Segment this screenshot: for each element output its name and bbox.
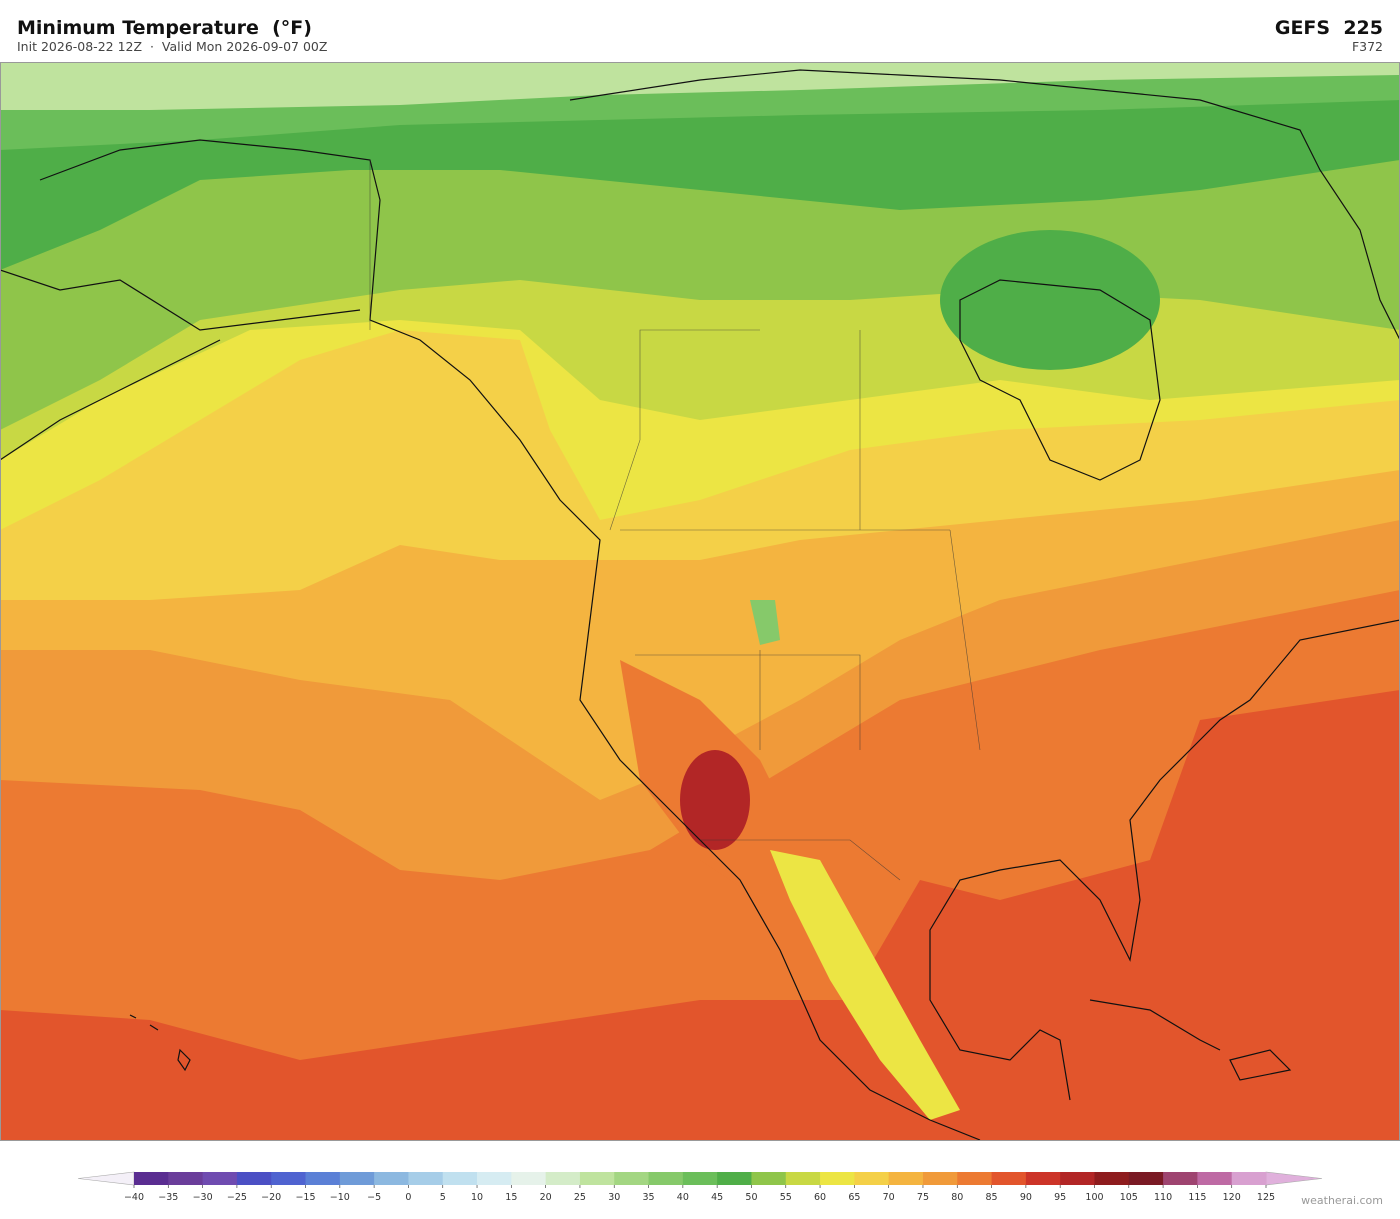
colorbar-tick-label: 110 <box>1154 1192 1172 1203</box>
colorbar-bin <box>442 1172 478 1185</box>
colorbar-bin <box>1128 1172 1164 1185</box>
colorbar-bin <box>957 1172 992 1185</box>
field-35-rockies <box>750 600 780 645</box>
colorbar-bin <box>1197 1172 1233 1185</box>
colorbar-tick-label: 70 <box>883 1192 895 1203</box>
colorbar-tick-label: 0 <box>405 1192 411 1203</box>
model: GEFS 225 <box>1275 17 1383 39</box>
colorbar-tick-label: 90 <box>1020 1192 1032 1203</box>
colorbar-tick-label: 85 <box>986 1192 998 1203</box>
colorbar-tick-label: 80 <box>951 1192 963 1203</box>
colorbar-bin <box>134 1172 169 1185</box>
colorbar-tick-label: 50 <box>745 1192 757 1203</box>
colorbar-tick-label: 15 <box>505 1192 517 1203</box>
field-25 <box>0 62 1400 110</box>
watermark: weatherai.com <box>1301 1194 1383 1207</box>
colorbar-bin <box>477 1172 512 1185</box>
field-95-desert <box>680 750 750 850</box>
colorbar-bin <box>614 1172 649 1185</box>
colorbar-tick-label: 25 <box>574 1192 586 1203</box>
colorbar-bin <box>1094 1172 1130 1185</box>
colorbar-bin <box>1231 1172 1267 1185</box>
colorbar-bin <box>717 1172 752 1185</box>
colorbar-bin <box>202 1172 238 1185</box>
colorbar-tick-label: 100 <box>1085 1192 1103 1203</box>
title: Minimum Temperature (°F) <box>17 17 312 39</box>
colorbar-under <box>77 1171 135 1186</box>
colorbar-tick-label: 65 <box>848 1192 860 1203</box>
colorbar-tick-label: 5 <box>440 1192 446 1203</box>
colorbar-tick-label: 125 <box>1257 1192 1275 1203</box>
colorbar: −40 −35 −30 −25 −20 −15 −10 −5 0 5 10 15 20 25 30 35 40 4… <box>77 1171 1323 1203</box>
colorbar-bin <box>1025 1172 1061 1185</box>
colorbar-tick-label: −35 <box>158 1192 178 1203</box>
colorbar-tick-label: −10 <box>330 1192 350 1203</box>
colorbar-tick-label: 30 <box>608 1192 620 1203</box>
colorbar-tick-label: −25 <box>227 1192 247 1203</box>
field-45-hudson <box>940 230 1160 370</box>
colorbar-bin <box>888 1172 924 1185</box>
colorbar-tick-label: 40 <box>677 1192 689 1203</box>
colorbar-bin <box>820 1172 855 1185</box>
field-60-mexico <box>770 850 960 1120</box>
colorbar-tick-label: 105 <box>1120 1192 1138 1203</box>
colorbar-tick-label: 35 <box>642 1192 654 1203</box>
colorbar-bin <box>511 1172 547 1185</box>
colorbar-tick-label: −5 <box>367 1192 381 1203</box>
colorbar-tick-label: 60 <box>814 1192 826 1203</box>
colorbar-bin <box>236 1172 272 1185</box>
colorbar-bin <box>682 1172 718 1185</box>
colorbar-tick-label: −15 <box>295 1192 315 1203</box>
colorbar-bin <box>579 1172 615 1185</box>
colorbar-tick-label: 115 <box>1188 1192 1206 1203</box>
colorbar-tick-label: −30 <box>193 1192 213 1203</box>
colorbar-tick-label: 45 <box>711 1192 723 1203</box>
field-80-texas <box>860 740 980 880</box>
colorbar-bin <box>785 1172 821 1185</box>
colorbar-bin <box>168 1172 204 1185</box>
colorbar-tick-label: 10 <box>471 1192 483 1203</box>
colorbar-bin <box>339 1172 375 1185</box>
colorbar-bin <box>305 1172 341 1185</box>
colorbar-bin <box>1163 1172 1198 1185</box>
colorbar-bin <box>271 1172 306 1185</box>
colorbar-tick-label: −40 <box>124 1192 144 1203</box>
colorbar-bin <box>922 1172 958 1185</box>
colorbar-tick-label: 120 <box>1223 1192 1241 1203</box>
colorbar-bin <box>991 1172 1027 1185</box>
map <box>0 62 1400 1141</box>
colorbar-tick-label: 75 <box>917 1192 929 1203</box>
colorbar-over <box>1265 1171 1323 1186</box>
colorbar-tick-label: −20 <box>261 1192 281 1203</box>
colorbar-tick-label: 95 <box>1054 1192 1066 1203</box>
forecast-hour: F372 <box>1352 39 1383 54</box>
colorbar-bin <box>854 1172 890 1185</box>
colorbar-tick-label: 55 <box>780 1192 792 1203</box>
colorbar-bin <box>408 1172 444 1185</box>
colorbar-bin <box>545 1172 581 1185</box>
colorbar-tick-label: 20 <box>540 1192 552 1203</box>
colorbar-bin <box>648 1172 684 1185</box>
colorbar-bin <box>751 1172 787 1185</box>
colorbar-bin <box>1060 1172 1095 1185</box>
colorbar-bin <box>374 1172 409 1185</box>
subtitle: Init 2026-08-22 12Z · Valid Mon 2026-09-… <box>17 39 327 54</box>
